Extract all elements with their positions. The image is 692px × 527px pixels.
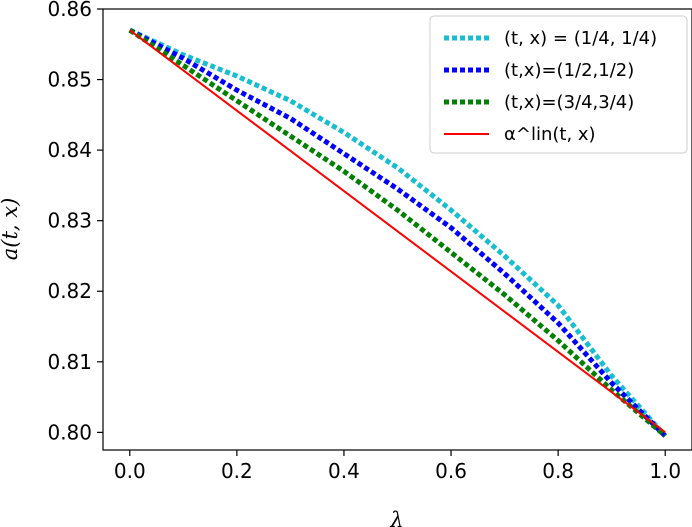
legend-label-2: (t,x)=(1/2,1/2) [504, 60, 634, 81]
x-tick-label: 0.6 [435, 459, 467, 483]
y-axis: 0.80 0.81 0.82 0.83 0.84 0.85 0.86 [47, 0, 103, 444]
y-tick-label: 0.84 [47, 138, 92, 162]
y-axis-label: a(t, x) [0, 198, 22, 261]
y-tick-label: 0.82 [47, 279, 92, 303]
y-tick-label: 0.85 [47, 68, 92, 92]
legend-label-3: (t,x)=(3/4,3/4) [504, 92, 634, 113]
y-tick-label: 0.81 [47, 350, 92, 374]
x-tick-label: 1.0 [649, 459, 681, 483]
series-line-4 [129, 29, 666, 434]
y-tick-label: 0.83 [47, 209, 92, 233]
series-line-1 [128, 27, 668, 438]
y-tick-label: 0.86 [47, 0, 92, 21]
series-line-3 [128, 28, 667, 438]
series-line-2 [128, 27, 667, 438]
plot-frame [102, 8, 692, 451]
x-tick-label: 0.8 [542, 459, 574, 483]
legend-label-4: α^lin(t, x) [504, 124, 596, 145]
series-layer [128, 27, 668, 438]
y-tick-label: 0.80 [47, 420, 92, 444]
legend: (t, x) = (1/4, 1/4) (t,x)=(1/2,1/2) (t,x)=… [429, 15, 688, 154]
x-axis-label: λ [389, 508, 403, 527]
legend-label-1: (t, x) = (1/4, 1/4) [504, 28, 657, 49]
x-tick-label: 0.2 [221, 459, 253, 483]
x-axis: 0.0 0.2 0.4 0.6 0.8 1.0 [114, 450, 681, 483]
legend-box [429, 15, 688, 154]
x-tick-label: 0.4 [328, 459, 360, 483]
x-tick-label: 0.0 [114, 459, 146, 483]
